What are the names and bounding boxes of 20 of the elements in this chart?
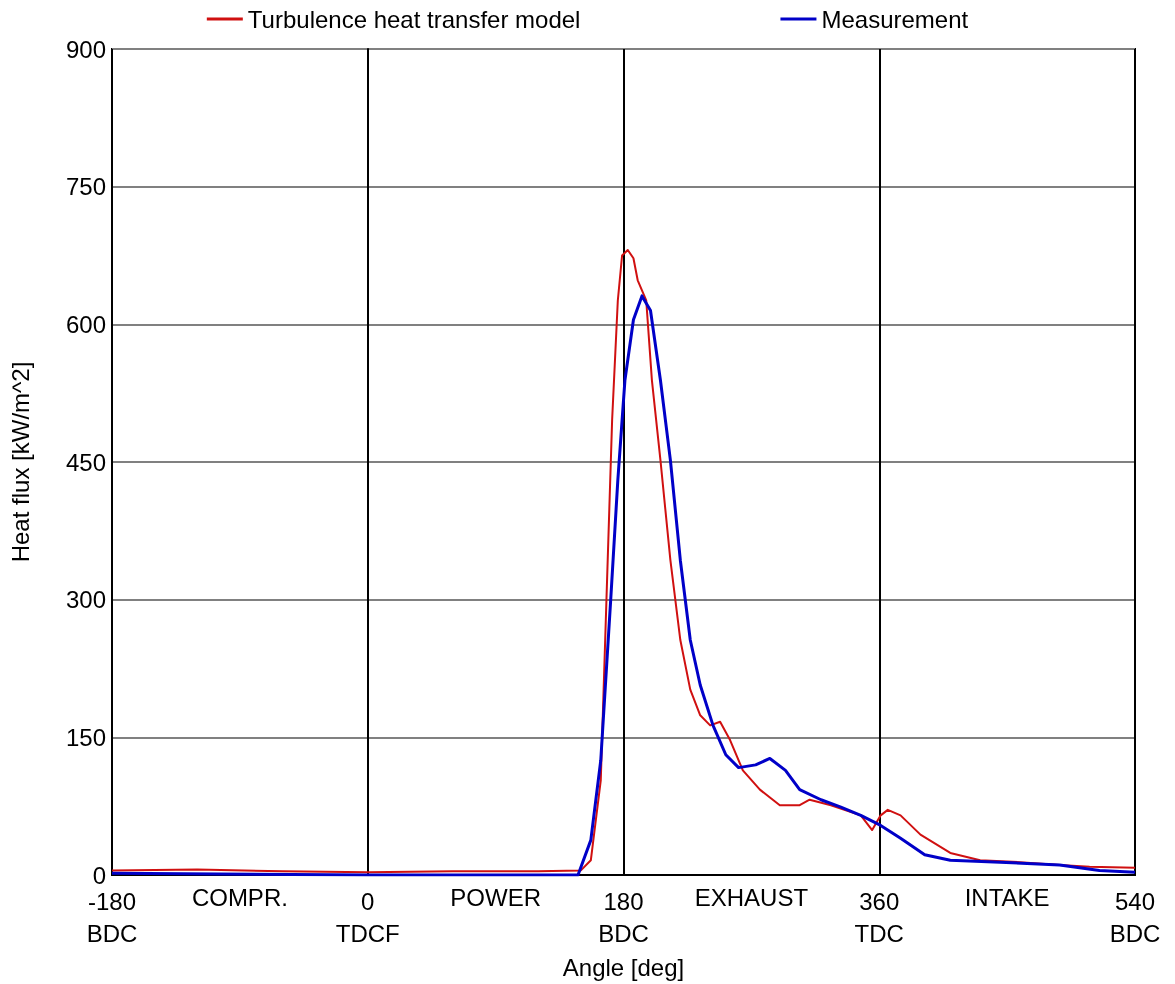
legend-label: Turbulence heat transfer model bbox=[247, 5, 581, 33]
text: EXHAUST bbox=[694, 883, 809, 911]
x-tick-label: 0 TDCF bbox=[335, 887, 400, 947]
legend-label: Measurement bbox=[821, 5, 969, 33]
y-tick-label: 150 bbox=[65, 723, 106, 751]
x-tick-label: -180 BDC bbox=[86, 887, 138, 947]
y-tick-label: 600 bbox=[65, 310, 106, 338]
y-tick-label: 0 bbox=[92, 861, 106, 889]
y-axis-title: Heat flux [kW/m^2] bbox=[6, 361, 34, 563]
y-tick-label: 450 bbox=[65, 448, 106, 476]
text: POWER bbox=[450, 883, 541, 911]
text: COMPR. bbox=[191, 883, 288, 911]
x-axis-title: Angle [deg] bbox=[562, 953, 685, 981]
y-tick-label: 900 bbox=[65, 35, 106, 63]
x-tick-label: 360 TDC bbox=[854, 887, 904, 947]
y-tick-label: 300 bbox=[65, 586, 106, 614]
text: INTAKE bbox=[964, 883, 1050, 911]
x-tick-label: 540 BDC bbox=[1109, 887, 1161, 947]
x-tick-label: 180 BDC bbox=[598, 887, 649, 947]
y-tick-label: 750 bbox=[65, 173, 106, 201]
